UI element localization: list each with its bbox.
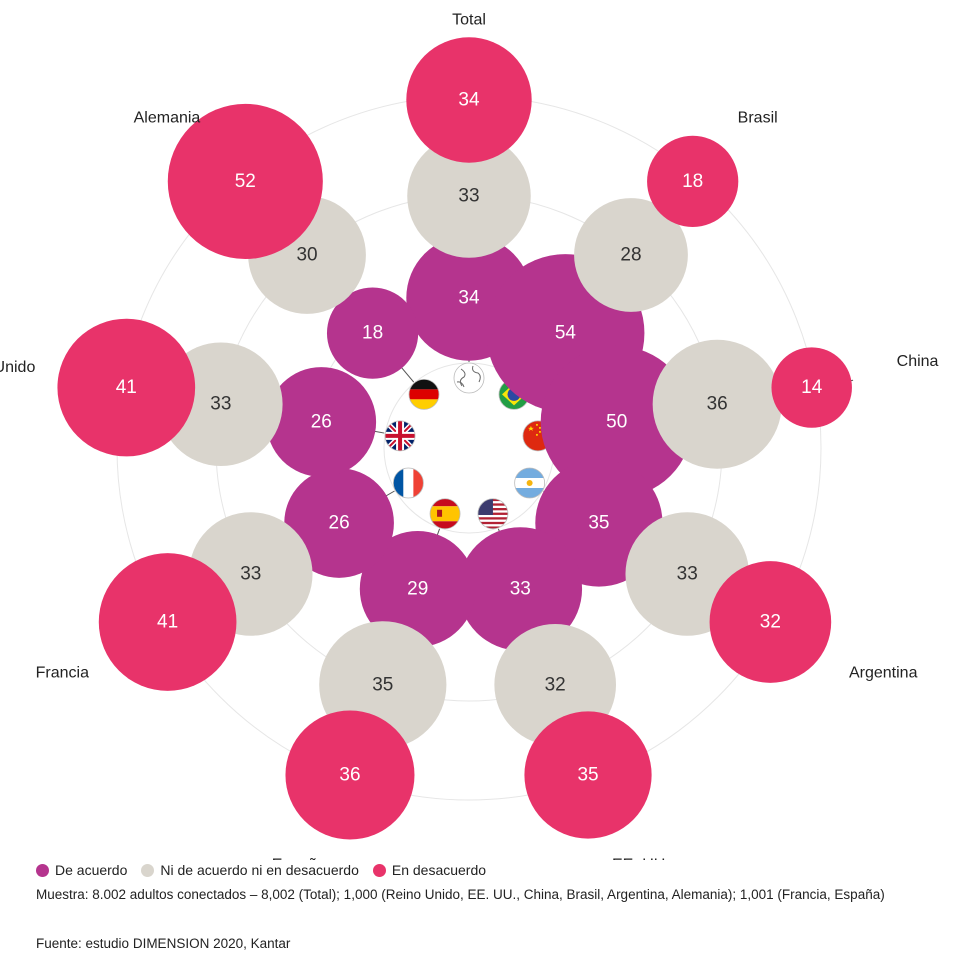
bubble-disagree-espa-a xyxy=(285,710,415,840)
bubble-disagree-brasil xyxy=(647,135,739,228)
legend-item-disagree: En desacuerdo xyxy=(372,862,487,878)
argentina-flag-icon xyxy=(514,467,546,499)
value-label-agree-ee-uu: 33 xyxy=(510,578,531,599)
globe-icon xyxy=(453,362,485,394)
radial-bubble-chart: 34 33 34 Total 54 28 18 Brasil 50 36 14 China 35 33 32… xyxy=(0,12,939,861)
legend-dot-neutral xyxy=(141,863,155,877)
source-note: Fuente: estudio DIMENSION 2020, Kantar xyxy=(36,936,291,951)
value-label-agree-reino-unido: 26 xyxy=(311,411,332,432)
spoke-china: 50 36 14 China xyxy=(522,339,939,498)
bubble-agree-china xyxy=(540,345,693,498)
bubble-neutral-china xyxy=(652,339,782,469)
bubble-neutral-brasil xyxy=(574,198,688,312)
category-label-ee-uu: EE. UU. xyxy=(612,856,670,860)
value-label-neutral-reino-unido: 33 xyxy=(210,394,231,415)
value-label-neutral-argentina: 33 xyxy=(677,564,698,585)
legend-dot-agree xyxy=(36,863,49,877)
category-label-reino-unido: Reino Unido xyxy=(0,359,35,376)
value-label-neutral-ee-uu: 32 xyxy=(545,674,566,695)
spoke-brasil: 54 28 18 Brasil xyxy=(486,109,778,413)
value-label-disagree-total: 34 xyxy=(458,90,480,111)
bubble-neutral-total xyxy=(407,134,531,258)
bubble-agree-espa-a xyxy=(359,531,476,647)
value-label-disagree-alemania: 52 xyxy=(235,171,256,192)
germany-flag-icon xyxy=(408,378,440,410)
spoke-argentina: 35 33 32 Argentina xyxy=(514,459,918,683)
spain-flag-icon xyxy=(429,498,461,530)
spoke-alemania: 18 30 52 Alemania xyxy=(134,103,440,410)
value-label-disagree-brasil: 18 xyxy=(682,171,703,192)
legend: De acuerdo Ni de acuerdo ni en desacuerd… xyxy=(36,862,486,878)
category-label-brasil: Brasil xyxy=(738,109,778,126)
bubble-disagree-alemania xyxy=(167,103,323,259)
value-label-neutral-alemania: 30 xyxy=(296,244,317,265)
spoke-reino-unido: 26 33 41 Reino Unido xyxy=(0,318,416,477)
bubble-disagree-ee-uu xyxy=(524,711,652,839)
legend-item-neutral: Ni de acuerdo ni en desacuerdo xyxy=(141,862,359,878)
spoke-francia: 26 33 41 Francia xyxy=(36,467,424,691)
category-label-alemania: Alemania xyxy=(134,109,201,126)
value-label-disagree-china: 14 xyxy=(801,377,823,398)
bubble-agree-alemania xyxy=(326,287,419,379)
bubble-disagree-reino-unido xyxy=(57,318,196,457)
bubble-disagree-francia xyxy=(98,553,237,691)
bubble-agree-ee-uu xyxy=(458,527,583,651)
legend-item-agree: De acuerdo xyxy=(36,862,127,878)
category-label-francia: Francia xyxy=(36,665,89,682)
value-label-disagree-francia: 41 xyxy=(157,612,178,633)
bubble-agree-reino-unido xyxy=(266,367,377,477)
sample-note: Muestra: 8.002 adultos conectados – 8,00… xyxy=(36,887,885,902)
value-label-neutral-espa-a: 35 xyxy=(372,674,393,695)
value-label-neutral-china: 36 xyxy=(707,394,728,415)
uk-flag-icon xyxy=(384,420,416,452)
spoke-espa-a: 29 35 36 España xyxy=(272,498,476,860)
value-label-neutral-francia: 33 xyxy=(240,564,261,585)
spoke-ee-uu: 33 32 35 EE. UU. xyxy=(458,498,670,860)
bubble-agree-francia xyxy=(284,468,394,578)
legend-dot-disagree xyxy=(372,863,386,877)
bubble-disagree-china xyxy=(771,347,852,428)
value-label-neutral-brasil: 28 xyxy=(620,244,641,265)
value-label-agree-alemania: 18 xyxy=(362,323,383,344)
category-label-argentina: Argentina xyxy=(849,665,918,682)
value-label-disagree-espa-a: 36 xyxy=(339,765,360,786)
value-label-agree-argentina: 35 xyxy=(588,513,609,534)
legend-label-disagree: En desacuerdo xyxy=(391,862,487,878)
value-label-disagree-reino-unido: 41 xyxy=(116,377,137,398)
value-label-disagree-argentina: 32 xyxy=(760,612,781,633)
bubble-disagree-total xyxy=(406,37,532,163)
france-flag-icon xyxy=(392,467,424,499)
value-label-agree-china: 50 xyxy=(606,411,627,432)
value-label-neutral-total: 33 xyxy=(458,186,479,207)
value-label-agree-brasil: 54 xyxy=(555,323,577,344)
category-label-china: China xyxy=(897,353,939,370)
legend-label-neutral: Ni de acuerdo ni en desacuerdo xyxy=(160,862,359,878)
value-label-agree-espa-a: 29 xyxy=(407,578,428,599)
usa-flag-icon xyxy=(477,498,509,530)
value-label-agree-total: 34 xyxy=(458,288,480,309)
bubble-disagree-argentina xyxy=(709,561,832,683)
value-label-agree-francia: 26 xyxy=(329,513,350,534)
legend-label-agree: De acuerdo xyxy=(55,862,128,878)
value-label-disagree-ee-uu: 35 xyxy=(577,765,598,786)
category-label-total: Total xyxy=(452,12,486,29)
category-label-espa-a: España xyxy=(272,856,326,860)
